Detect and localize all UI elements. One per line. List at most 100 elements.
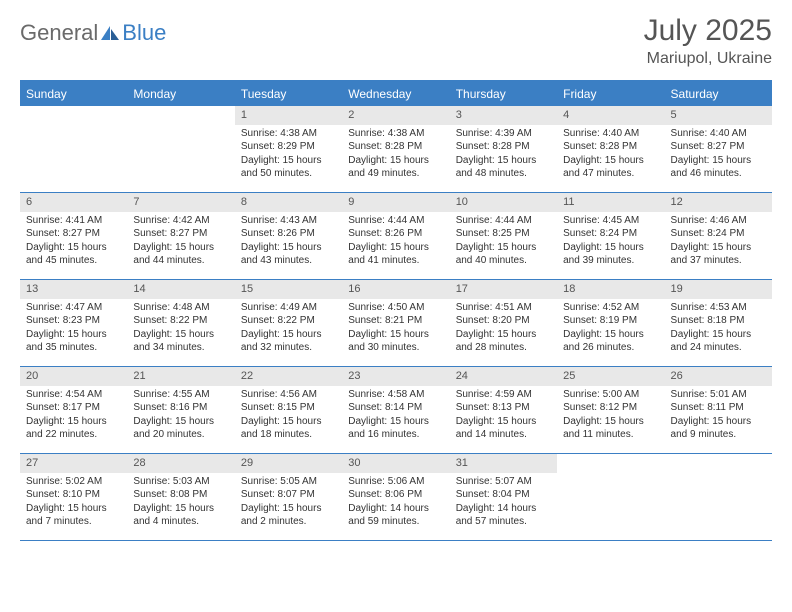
- sunset-text: Sunset: 8:25 PM: [456, 227, 551, 241]
- day-cell: 17Sunrise: 4:51 AMSunset: 8:20 PMDayligh…: [450, 280, 557, 366]
- sunset-text: Sunset: 8:14 PM: [348, 401, 443, 415]
- day-cell: 22Sunrise: 4:56 AMSunset: 8:15 PMDayligh…: [235, 367, 342, 453]
- day-cell: 7Sunrise: 4:42 AMSunset: 8:27 PMDaylight…: [127, 193, 234, 279]
- sunset-text: Sunset: 8:22 PM: [241, 314, 336, 328]
- day-details: Sunrise: 5:07 AMSunset: 8:04 PMDaylight:…: [450, 473, 557, 533]
- sunset-text: Sunset: 8:19 PM: [563, 314, 658, 328]
- sunrise-text: Sunrise: 4:55 AM: [133, 388, 228, 402]
- sunset-text: Sunset: 8:18 PM: [671, 314, 766, 328]
- day-details: Sunrise: 4:44 AMSunset: 8:26 PMDaylight:…: [342, 212, 449, 272]
- day-number: 7: [127, 193, 234, 212]
- sunrise-text: Sunrise: 4:54 AM: [26, 388, 121, 402]
- day-number: 28: [127, 454, 234, 473]
- daylight-text: Daylight: 15 hours and 41 minutes.: [348, 241, 443, 268]
- day-details: Sunrise: 4:54 AMSunset: 8:17 PMDaylight:…: [20, 386, 127, 446]
- day-details: Sunrise: 4:42 AMSunset: 8:27 PMDaylight:…: [127, 212, 234, 272]
- day-cell: 30Sunrise: 5:06 AMSunset: 8:06 PMDayligh…: [342, 454, 449, 540]
- day-details: Sunrise: 5:00 AMSunset: 8:12 PMDaylight:…: [557, 386, 664, 446]
- sunset-text: Sunset: 8:27 PM: [26, 227, 121, 241]
- day-cell: 1Sunrise: 4:38 AMSunset: 8:29 PMDaylight…: [235, 106, 342, 192]
- day-cell: 26Sunrise: 5:01 AMSunset: 8:11 PMDayligh…: [665, 367, 772, 453]
- day-cell: 12Sunrise: 4:46 AMSunset: 8:24 PMDayligh…: [665, 193, 772, 279]
- weekday-header: Thursday: [450, 82, 557, 106]
- day-number: 3: [450, 106, 557, 125]
- day-cell: 16Sunrise: 4:50 AMSunset: 8:21 PMDayligh…: [342, 280, 449, 366]
- weekday-header: Friday: [557, 82, 664, 106]
- daylight-text: Daylight: 15 hours and 4 minutes.: [133, 502, 228, 529]
- day-cell: 3Sunrise: 4:39 AMSunset: 8:28 PMDaylight…: [450, 106, 557, 192]
- sunrise-text: Sunrise: 5:01 AM: [671, 388, 766, 402]
- day-cell: 27Sunrise: 5:02 AMSunset: 8:10 PMDayligh…: [20, 454, 127, 540]
- day-cell: [20, 106, 127, 192]
- day-cell: 24Sunrise: 4:59 AMSunset: 8:13 PMDayligh…: [450, 367, 557, 453]
- week-row: 27Sunrise: 5:02 AMSunset: 8:10 PMDayligh…: [20, 454, 772, 541]
- day-cell: 13Sunrise: 4:47 AMSunset: 8:23 PMDayligh…: [20, 280, 127, 366]
- day-number: 11: [557, 193, 664, 212]
- day-details: Sunrise: 4:56 AMSunset: 8:15 PMDaylight:…: [235, 386, 342, 446]
- daylight-text: Daylight: 15 hours and 32 minutes.: [241, 328, 336, 355]
- day-cell: 25Sunrise: 5:00 AMSunset: 8:12 PMDayligh…: [557, 367, 664, 453]
- sunrise-text: Sunrise: 4:42 AM: [133, 214, 228, 228]
- sunset-text: Sunset: 8:28 PM: [456, 140, 551, 154]
- day-number: 20: [20, 367, 127, 386]
- day-number: 9: [342, 193, 449, 212]
- sunrise-text: Sunrise: 5:03 AM: [133, 475, 228, 489]
- sunset-text: Sunset: 8:26 PM: [348, 227, 443, 241]
- logo-text-general: General: [20, 20, 98, 46]
- logo-sail-icon: [100, 25, 120, 41]
- day-details: Sunrise: 4:38 AMSunset: 8:29 PMDaylight:…: [235, 125, 342, 185]
- day-number: 17: [450, 280, 557, 299]
- day-number: 10: [450, 193, 557, 212]
- sunset-text: Sunset: 8:16 PM: [133, 401, 228, 415]
- day-cell: [127, 106, 234, 192]
- daylight-text: Daylight: 15 hours and 48 minutes.: [456, 154, 551, 181]
- weeks-container: 1Sunrise: 4:38 AMSunset: 8:29 PMDaylight…: [20, 106, 772, 541]
- day-details: Sunrise: 4:41 AMSunset: 8:27 PMDaylight:…: [20, 212, 127, 272]
- daylight-text: Daylight: 15 hours and 46 minutes.: [671, 154, 766, 181]
- sunset-text: Sunset: 8:06 PM: [348, 488, 443, 502]
- sunset-text: Sunset: 8:07 PM: [241, 488, 336, 502]
- title-block: July 2025 Mariupol, Ukraine: [644, 14, 772, 68]
- sunrise-text: Sunrise: 5:05 AM: [241, 475, 336, 489]
- daylight-text: Daylight: 15 hours and 2 minutes.: [241, 502, 336, 529]
- day-details: Sunrise: 4:38 AMSunset: 8:28 PMDaylight:…: [342, 125, 449, 185]
- header: General Blue July 2025 Mariupol, Ukraine: [20, 14, 772, 68]
- day-details: Sunrise: 4:58 AMSunset: 8:14 PMDaylight:…: [342, 386, 449, 446]
- location-label: Mariupol, Ukraine: [644, 50, 772, 68]
- day-cell: [557, 454, 664, 540]
- sunset-text: Sunset: 8:22 PM: [133, 314, 228, 328]
- day-details: Sunrise: 5:06 AMSunset: 8:06 PMDaylight:…: [342, 473, 449, 533]
- day-number: 23: [342, 367, 449, 386]
- day-details: Sunrise: 4:59 AMSunset: 8:13 PMDaylight:…: [450, 386, 557, 446]
- daylight-text: Daylight: 15 hours and 49 minutes.: [348, 154, 443, 181]
- sunset-text: Sunset: 8:28 PM: [348, 140, 443, 154]
- daylight-text: Daylight: 15 hours and 45 minutes.: [26, 241, 121, 268]
- day-number: 6: [20, 193, 127, 212]
- sunset-text: Sunset: 8:15 PM: [241, 401, 336, 415]
- day-details: Sunrise: 5:03 AMSunset: 8:08 PMDaylight:…: [127, 473, 234, 533]
- day-number: 22: [235, 367, 342, 386]
- sunset-text: Sunset: 8:17 PM: [26, 401, 121, 415]
- daylight-text: Daylight: 15 hours and 47 minutes.: [563, 154, 658, 181]
- day-number: 14: [127, 280, 234, 299]
- day-details: Sunrise: 4:46 AMSunset: 8:24 PMDaylight:…: [665, 212, 772, 272]
- day-number: 29: [235, 454, 342, 473]
- day-cell: 21Sunrise: 4:55 AMSunset: 8:16 PMDayligh…: [127, 367, 234, 453]
- daylight-text: Daylight: 15 hours and 26 minutes.: [563, 328, 658, 355]
- sunrise-text: Sunrise: 5:06 AM: [348, 475, 443, 489]
- day-number: 2: [342, 106, 449, 125]
- day-number: 18: [557, 280, 664, 299]
- day-details: Sunrise: 4:43 AMSunset: 8:26 PMDaylight:…: [235, 212, 342, 272]
- weekday-header: Saturday: [665, 82, 772, 106]
- day-details: Sunrise: 4:52 AMSunset: 8:19 PMDaylight:…: [557, 299, 664, 359]
- sunrise-text: Sunrise: 4:52 AM: [563, 301, 658, 315]
- daylight-text: Daylight: 15 hours and 9 minutes.: [671, 415, 766, 442]
- day-details: Sunrise: 4:48 AMSunset: 8:22 PMDaylight:…: [127, 299, 234, 359]
- sunset-text: Sunset: 8:28 PM: [563, 140, 658, 154]
- sunset-text: Sunset: 8:10 PM: [26, 488, 121, 502]
- sunrise-text: Sunrise: 5:00 AM: [563, 388, 658, 402]
- day-cell: 18Sunrise: 4:52 AMSunset: 8:19 PMDayligh…: [557, 280, 664, 366]
- daylight-text: Daylight: 14 hours and 57 minutes.: [456, 502, 551, 529]
- page-title: July 2025: [644, 14, 772, 48]
- day-details: Sunrise: 4:45 AMSunset: 8:24 PMDaylight:…: [557, 212, 664, 272]
